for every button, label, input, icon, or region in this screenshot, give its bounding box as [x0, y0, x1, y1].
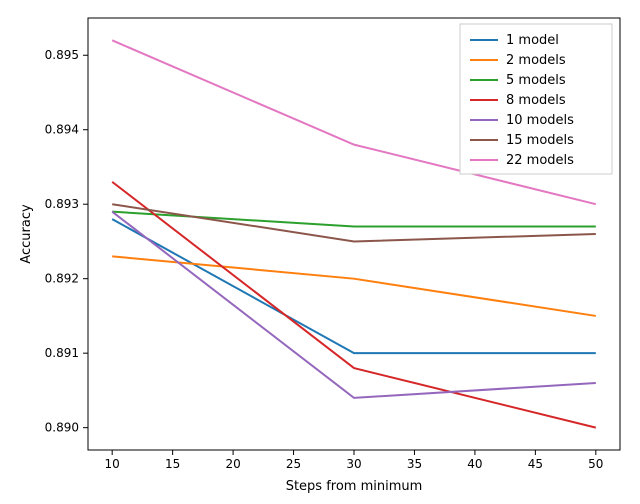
x-tick-label: 15 [165, 457, 180, 471]
y-tick-label: 0.893 [45, 197, 79, 211]
chart-svg: 101520253035404550 0.8900.8910.8920.8930… [0, 0, 640, 504]
y-tick-label: 0.894 [45, 123, 79, 137]
x-tick-label: 50 [588, 457, 603, 471]
x-tick-label: 20 [225, 457, 240, 471]
x-tick-label: 35 [407, 457, 422, 471]
x-tick-label: 10 [105, 457, 120, 471]
y-tick-label: 0.895 [45, 48, 79, 62]
y-tick-label: 0.891 [45, 346, 79, 360]
legend: 1 model 2 models 5 models 8 models 10 models… [460, 24, 612, 174]
line-chart: 101520253035404550 0.8900.8910.8920.8930… [0, 0, 640, 504]
series-line-5 [112, 204, 596, 241]
y-tick-label: 0.890 [45, 421, 79, 435]
x-tick-label: 30 [346, 457, 361, 471]
legend-label: 15 models [506, 133, 574, 148]
series-line-1 [112, 256, 596, 316]
x-ticks: 10 15 20 25 30 35 40 45 50 [105, 450, 604, 471]
y-tick-label: 0.892 [45, 272, 79, 286]
y-axis-label: Accuracy [19, 204, 34, 264]
series-line-0 [112, 219, 596, 353]
x-axis-label: Steps from minimum [286, 479, 423, 494]
x-tick-label: 45 [528, 457, 543, 471]
x-tick-label: 25 [286, 457, 301, 471]
y-ticks: 0.890 0.891 0.892 0.893 0.894 0.895 [45, 48, 88, 434]
legend-label: 22 models [506, 153, 574, 168]
x-tick-label: 40 [467, 457, 482, 471]
legend-label: 10 models [506, 113, 574, 128]
legend-label: 1 model [506, 33, 559, 48]
legend-label: 2 models [506, 53, 566, 68]
legend-label: 8 models [506, 93, 566, 108]
legend-label: 5 models [506, 73, 566, 88]
series-line-2 [112, 212, 596, 227]
